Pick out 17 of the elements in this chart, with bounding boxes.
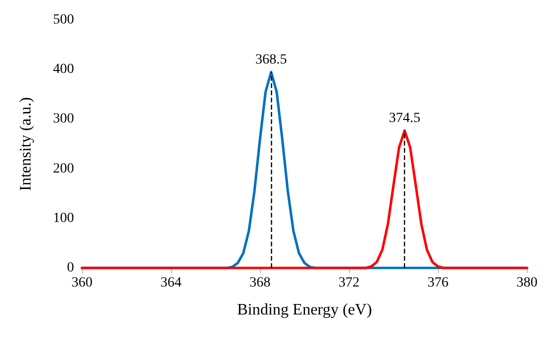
x-axis-title: Binding Energy (eV)	[237, 302, 372, 318]
y-tick-label: 100	[53, 210, 74, 226]
line-series	[80, 129, 528, 270]
y-tick-label: 300	[53, 112, 74, 127]
y-tick-label: 0	[67, 260, 74, 276]
y-tick-label: 500	[53, 12, 74, 28]
annotation: 374.5	[388, 111, 420, 126]
annotation: 368.5	[255, 52, 287, 68]
x-tick-label: 372	[338, 276, 360, 290]
y-tick-label: 400	[53, 62, 74, 78]
x-tick-label: 376	[428, 276, 448, 290]
y-axis-title: Intensity (a.u.)	[18, 97, 34, 191]
y-tick-label: 200	[53, 161, 74, 176]
x-tick-label: 360	[72, 276, 92, 290]
x-tick-label: 380	[516, 276, 538, 290]
x-tick-label: 364	[160, 276, 182, 290]
x-tick-label: 368	[250, 276, 270, 290]
